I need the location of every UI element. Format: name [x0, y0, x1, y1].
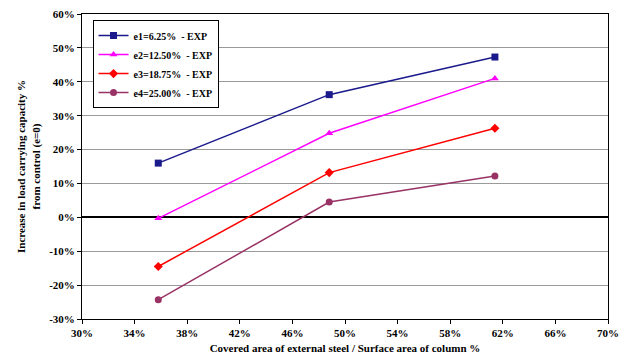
- svg-text:66%: 66%: [544, 327, 566, 339]
- svg-text:20%: 20%: [53, 143, 75, 155]
- svg-text:e1=6.25% - EXP: e1=6.25% - EXP: [134, 31, 207, 42]
- svg-text:30%: 30%: [71, 327, 93, 339]
- svg-text:70%: 70%: [597, 327, 619, 339]
- svg-text:Increase in load carrying capa: Increase in load carrying capacity %from…: [15, 80, 42, 253]
- svg-text:50%: 50%: [334, 327, 356, 339]
- svg-text:Covered area of external steel: Covered area of external steel / Surface…: [210, 342, 481, 354]
- svg-text:58%: 58%: [439, 327, 461, 339]
- svg-text:0%: 0%: [58, 211, 75, 223]
- svg-text:-10%: -10%: [49, 245, 75, 257]
- svg-text:54%: 54%: [387, 327, 409, 339]
- svg-text:40%: 40%: [53, 76, 75, 88]
- svg-text:e4=25.00% - EXP: e4=25.00% - EXP: [134, 88, 212, 99]
- svg-text:30%: 30%: [53, 110, 75, 122]
- svg-text:60%: 60%: [53, 8, 75, 20]
- svg-text:46%: 46%: [281, 327, 303, 339]
- svg-text:38%: 38%: [176, 327, 198, 339]
- svg-text:-30%: -30%: [49, 313, 75, 325]
- svg-text:42%: 42%: [229, 327, 251, 339]
- svg-text:34%: 34%: [124, 327, 146, 339]
- svg-text:50%: 50%: [53, 42, 75, 54]
- svg-text:10%: 10%: [53, 177, 75, 189]
- svg-text:-20%: -20%: [49, 279, 75, 291]
- svg-text:e3=18.75% - EXP: e3=18.75% - EXP: [134, 69, 212, 80]
- svg-text:62%: 62%: [492, 327, 514, 339]
- svg-text:e2=12.50% - EXP: e2=12.50% - EXP: [134, 50, 212, 61]
